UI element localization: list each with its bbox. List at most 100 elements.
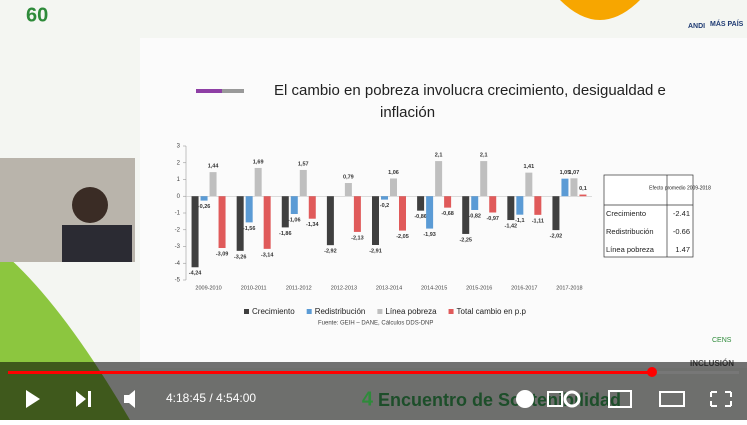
- value-label: -1,93: [423, 232, 436, 238]
- value-label: -1,86: [279, 231, 292, 237]
- value-label: -0,68: [441, 211, 454, 217]
- autoplay-toggle[interactable]: [516, 390, 534, 408]
- bar: [489, 196, 497, 213]
- x-tick-label: 2015-2016: [466, 285, 492, 291]
- bar: [417, 196, 425, 211]
- value-label: 0,1: [579, 186, 587, 192]
- title-accent: [222, 89, 244, 93]
- table-header: Efecto promedio 2009-2018: [649, 185, 711, 191]
- theater-button[interactable]: [659, 391, 685, 407]
- banner: Encuentro de Sostenibilidad: [378, 390, 621, 410]
- fullscreen-button[interactable]: [710, 391, 732, 407]
- bar: [471, 196, 479, 210]
- value-label: -0,82: [468, 213, 481, 219]
- bar: [579, 194, 587, 197]
- title-accent: [196, 89, 222, 93]
- y-tick-label: -4: [175, 261, 181, 267]
- bar: [534, 196, 542, 215]
- bar: [444, 196, 452, 208]
- value-label: -1,56: [243, 226, 256, 232]
- value-label: -2,02: [550, 234, 563, 240]
- value-label: 1,57: [298, 161, 309, 167]
- value-label: 1,41: [523, 164, 534, 170]
- x-tick-label: 2016-2017: [511, 285, 537, 291]
- table-cell: 1.47: [675, 245, 690, 254]
- bar: [480, 161, 488, 197]
- value-label: 1,05: [560, 170, 571, 176]
- progress-played[interactable]: [8, 371, 652, 374]
- bar: [390, 178, 397, 197]
- legend-swatch: [448, 309, 454, 314]
- webcam-person-body: [62, 225, 132, 262]
- settings-button[interactable]: [563, 390, 581, 408]
- bar: [290, 196, 298, 215]
- summary-table: [603, 174, 694, 258]
- time: 4:18:45 / 4:54:00: [166, 391, 256, 405]
- bar: [353, 196, 361, 232]
- bar: [507, 196, 515, 221]
- miniplayer-button[interactable]: [608, 390, 632, 408]
- bar: [326, 196, 334, 246]
- table-cell: -2.41: [673, 209, 690, 218]
- value-label: -0,26: [198, 204, 211, 210]
- legend-swatch: [377, 309, 383, 314]
- value-label: -2,92: [324, 249, 337, 255]
- bar: [245, 196, 253, 223]
- value-label: -1,11: [532, 218, 544, 224]
- bar: [344, 183, 352, 197]
- bar: [525, 172, 533, 197]
- value-label: -2,05: [396, 234, 409, 240]
- subtitles-button[interactable]: [547, 391, 563, 407]
- bar: [435, 161, 443, 197]
- progress-handle[interactable]: [647, 367, 657, 377]
- bar: [299, 169, 307, 197]
- y-tick-label: 1: [177, 177, 181, 183]
- orange-shape: [560, 0, 640, 20]
- bar: [254, 167, 262, 197]
- source: Fuente: GEIH – DANE, Cálculos DDS-DNP: [318, 321, 433, 327]
- webcam-person: [72, 187, 108, 223]
- value-label: -0,97: [486, 216, 499, 222]
- legend-label: Crecimiento: [252, 307, 295, 316]
- logo-andi: ANDI: [688, 23, 705, 30]
- value-label: -3,09: [216, 251, 229, 257]
- bar: [381, 196, 388, 200]
- value-label: 2,1: [435, 153, 443, 159]
- x-tick-label: 2011-2012: [286, 285, 312, 291]
- value-label: -0,2: [380, 203, 389, 209]
- volume-button[interactable]: [124, 390, 135, 408]
- value-label: -1,34: [306, 222, 319, 228]
- bar: [552, 196, 560, 231]
- y-tick-label: 3: [177, 144, 181, 150]
- play-button[interactable]: [26, 390, 40, 408]
- bar: [236, 196, 244, 251]
- value-label: 1,07: [569, 170, 580, 176]
- y-tick-label: -5: [175, 278, 181, 284]
- table-cell: -0.66: [673, 227, 690, 236]
- value-label: -1,06: [288, 217, 301, 223]
- legend-label: Redistribución: [315, 307, 366, 316]
- value-label: -2,25: [459, 237, 472, 243]
- y-tick-label: -2: [175, 227, 181, 233]
- bar: [209, 172, 217, 197]
- bar: [191, 196, 199, 268]
- x-tick-label: 2009-2010: [195, 285, 221, 291]
- legend-swatch: [244, 309, 249, 314]
- value-label: 1,06: [388, 170, 399, 176]
- bar: [263, 196, 271, 249]
- value-label: -1,42: [505, 223, 518, 229]
- y-tick-label: -1: [175, 211, 181, 217]
- value-label: -3,26: [234, 254, 247, 260]
- x-tick-label: 2017-2018: [556, 285, 582, 291]
- next-button[interactable]: [76, 391, 91, 407]
- bar: [372, 196, 379, 245]
- value-label: -3,14: [261, 252, 274, 258]
- bar: [399, 196, 406, 231]
- value-label: -2,13: [351, 235, 364, 241]
- logo-cens: CENS: [712, 337, 732, 344]
- bar: [281, 196, 289, 228]
- y-tick-label: 0: [177, 194, 181, 200]
- y-tick-label: -3: [175, 244, 181, 250]
- value-label: 1,44: [208, 164, 220, 170]
